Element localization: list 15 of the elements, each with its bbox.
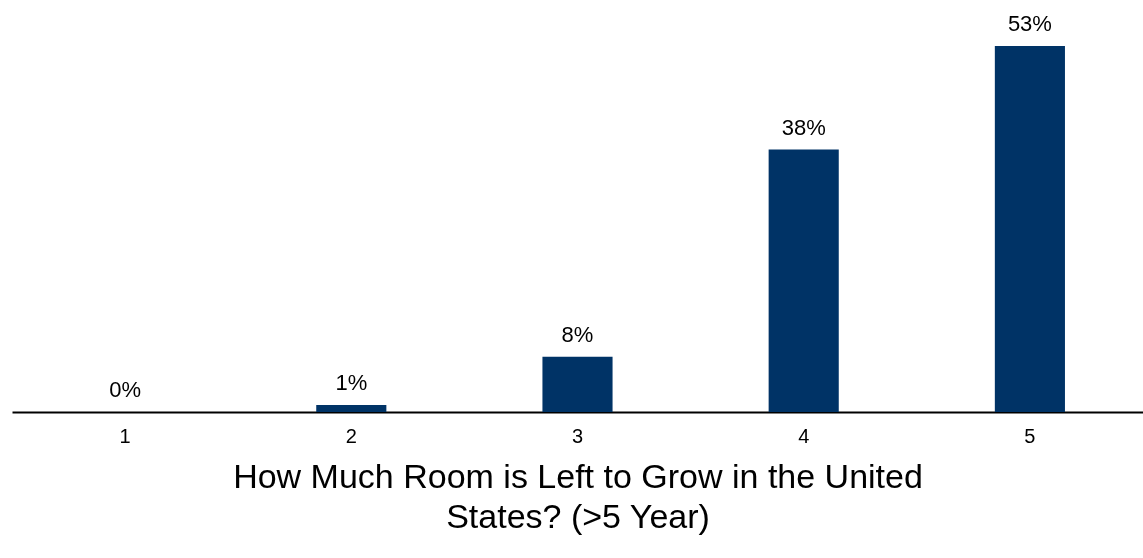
x-tick-label: 2 — [345, 424, 357, 447]
bar — [994, 46, 1065, 412]
x-tick-label: 4 — [798, 424, 810, 447]
data-label: 0% — [109, 377, 141, 402]
bar — [542, 356, 613, 412]
x-tick-label: 3 — [571, 424, 584, 447]
x-axis-title: How Much Room is Left to Grow in the United States? (>5 Year) — [233, 456, 923, 535]
data-label: 38% — [781, 114, 826, 140]
bar — [316, 405, 387, 412]
bar — [768, 149, 839, 412]
data-label: 8% — [561, 321, 594, 347]
x-tick-label: 1 — [119, 424, 131, 447]
x-tick-label: 5 — [1024, 424, 1036, 447]
data-label: 53% — [1007, 11, 1052, 36]
data-label: 1% — [335, 370, 368, 396]
